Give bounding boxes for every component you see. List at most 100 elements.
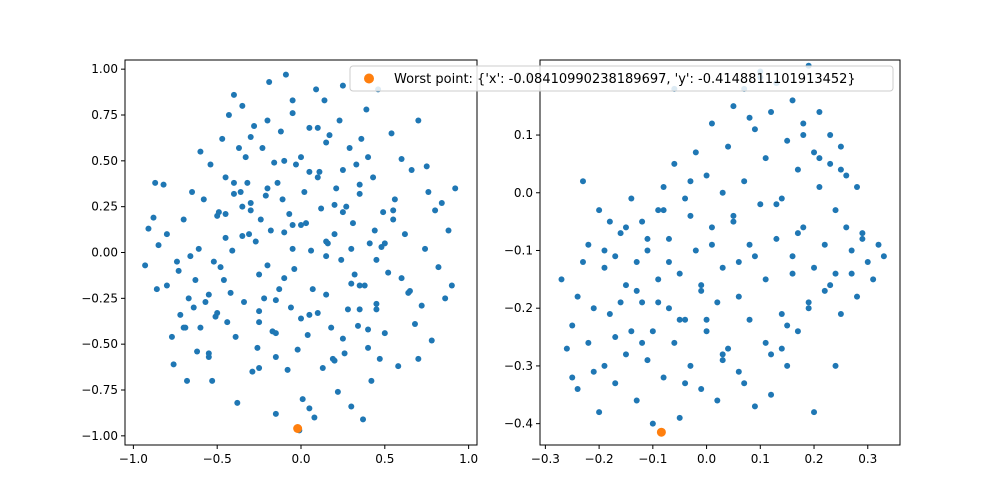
- data-point: [173, 258, 180, 265]
- data-point: [215, 209, 222, 216]
- data-point: [768, 351, 775, 358]
- data-point: [308, 247, 315, 254]
- data-point: [390, 207, 397, 214]
- y-tick-label: 0.75: [91, 108, 118, 122]
- data-point: [177, 311, 184, 318]
- right-plot-points: [558, 62, 887, 437]
- data-point: [395, 363, 402, 370]
- data-point: [381, 330, 388, 337]
- data-point: [249, 368, 256, 375]
- data-point: [155, 242, 162, 249]
- data-point: [794, 328, 801, 335]
- data-point: [282, 71, 289, 78]
- data-point: [682, 316, 689, 323]
- y-tick-label: −0.4: [504, 417, 533, 431]
- data-point: [821, 241, 828, 248]
- x-tick-label: −0.2: [585, 452, 614, 466]
- data-point: [639, 339, 646, 346]
- data-point: [751, 126, 758, 133]
- data-point: [800, 120, 807, 127]
- data-point: [256, 365, 263, 371]
- data-point: [291, 266, 298, 272]
- data-point: [368, 377, 375, 384]
- data-point: [708, 224, 715, 231]
- data-point: [644, 357, 651, 364]
- data-point: [800, 132, 807, 139]
- data-point: [698, 287, 705, 294]
- data-point: [617, 230, 624, 237]
- data-point: [784, 362, 791, 369]
- data-point: [682, 195, 689, 202]
- data-point: [225, 112, 232, 118]
- data-point: [381, 240, 388, 247]
- data-point: [321, 97, 328, 104]
- data-point: [261, 295, 268, 302]
- data-point: [789, 270, 796, 277]
- data-point: [811, 149, 818, 156]
- data-point: [239, 102, 246, 109]
- data-point: [192, 277, 199, 283]
- data-point: [230, 190, 237, 197]
- data-point: [391, 196, 398, 203]
- data-point: [622, 282, 629, 289]
- data-point: [751, 253, 758, 260]
- data-point: [363, 106, 370, 113]
- data-point: [805, 299, 812, 306]
- data-point: [142, 262, 149, 269]
- data-point: [805, 305, 812, 312]
- data-point: [281, 157, 288, 164]
- data-point: [202, 299, 209, 305]
- data-point: [281, 229, 288, 236]
- data-point: [304, 332, 311, 338]
- data-point: [644, 235, 651, 242]
- data-point: [348, 245, 355, 252]
- y-tick-label: 1.00: [91, 62, 118, 76]
- data-point: [334, 388, 341, 395]
- data-point: [227, 289, 234, 296]
- data-point: [348, 280, 355, 287]
- data-point: [660, 183, 667, 190]
- data-point: [655, 299, 662, 306]
- x-tick-label: 0.2: [804, 452, 823, 466]
- data-point: [843, 172, 850, 179]
- x-tick-label: 1.0: [459, 452, 478, 466]
- data-point: [256, 308, 263, 315]
- data-point: [241, 299, 248, 305]
- data-point: [741, 380, 748, 387]
- data-point: [418, 302, 425, 309]
- data-point: [708, 241, 715, 248]
- data-point: [247, 200, 254, 206]
- data-point: [356, 190, 363, 197]
- data-point: [210, 258, 217, 265]
- data-point: [676, 316, 683, 323]
- data-point: [596, 207, 603, 214]
- data-point: [272, 354, 279, 360]
- data-point: [639, 218, 646, 225]
- x-tick-label: 0.0: [291, 452, 310, 466]
- data-point: [194, 348, 201, 355]
- data-point: [279, 196, 286, 203]
- x-tick-label: 0.3: [858, 452, 877, 466]
- data-point: [848, 247, 855, 254]
- data-point: [816, 155, 823, 162]
- data-point: [649, 420, 656, 427]
- data-point: [390, 216, 397, 223]
- x-tick-label: −1.0: [119, 452, 148, 466]
- data-point: [682, 380, 689, 387]
- data-point: [242, 154, 249, 161]
- data-point: [800, 224, 807, 231]
- data-point: [708, 120, 715, 127]
- data-point: [665, 259, 672, 266]
- data-point: [222, 174, 229, 181]
- data-point: [339, 82, 346, 89]
- data-point: [601, 247, 608, 254]
- data-point: [262, 192, 269, 199]
- data-point: [259, 145, 266, 151]
- data-point: [200, 196, 207, 203]
- data-point: [323, 253, 330, 260]
- data-point: [762, 339, 769, 346]
- data-point: [267, 227, 274, 234]
- data-point: [445, 227, 452, 234]
- data-point: [428, 337, 435, 344]
- data-point: [264, 117, 271, 124]
